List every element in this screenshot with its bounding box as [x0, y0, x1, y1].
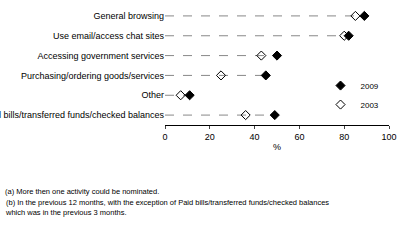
svg-text:100: 100 [381, 132, 396, 142]
svg-text:Accessing government services: Accessing government services [37, 51, 164, 61]
svg-text:0: 0 [162, 132, 167, 142]
svg-text:Paid bills/transferred funds/c: Paid bills/transferred funds/checked bal… [0, 110, 164, 120]
svg-text:Other: Other [141, 90, 164, 100]
svg-text:Purchasing/ordering goods/serv: Purchasing/ordering goods/services [21, 71, 165, 81]
svg-text:%: % [273, 142, 281, 152]
svg-text:2003: 2003 [361, 101, 379, 110]
svg-text:(a) More then one activity cou: (a) More then one activity could be nomi… [5, 187, 159, 196]
svg-text:(b) In the previous 12 months,: (b) In the previous 12 months, with the … [5, 198, 329, 217]
svg-text:Use email/access chat sites: Use email/access chat sites [53, 31, 165, 41]
svg-text:60: 60 [294, 132, 304, 142]
svg-text:20: 20 [205, 132, 215, 142]
svg-text:80: 80 [339, 132, 349, 142]
svg-text:2009: 2009 [361, 82, 379, 91]
svg-text:General browsing: General browsing [93, 11, 164, 21]
svg-text:40: 40 [250, 132, 260, 142]
